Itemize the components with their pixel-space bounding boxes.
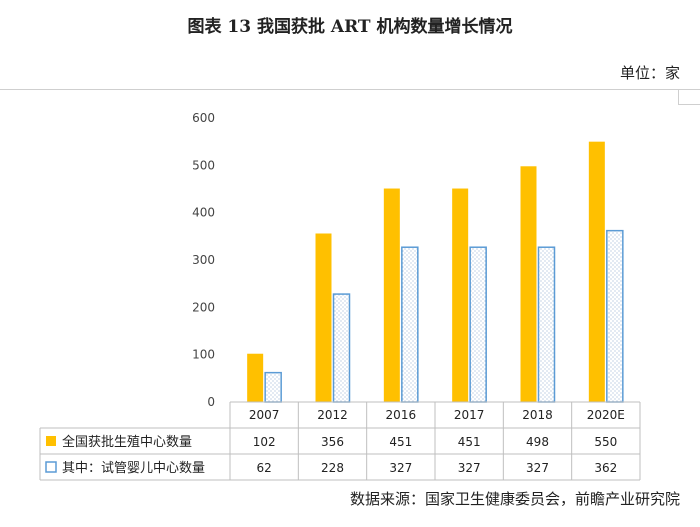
y-axis: 0 100 200 300 400 500 600 xyxy=(192,111,215,409)
data-label: 327 xyxy=(389,461,412,475)
legend-label: 其中：试管婴儿中心数量 xyxy=(62,461,205,476)
bar-series1 xyxy=(452,188,469,402)
divider xyxy=(0,89,700,90)
data-label: 451 xyxy=(389,435,412,449)
x-tick-label: 2007 xyxy=(249,408,280,422)
bar-series1 xyxy=(588,141,605,402)
y-tick-label: 200 xyxy=(192,300,215,314)
bar-series1 xyxy=(383,188,400,402)
data-label: 102 xyxy=(253,435,276,449)
data-label: 498 xyxy=(526,435,549,449)
x-tick-label: 2020E xyxy=(587,408,625,422)
legend-key-series1 xyxy=(46,436,56,446)
x-tick-label: 2012 xyxy=(317,408,348,422)
data-label: 327 xyxy=(526,461,549,475)
data-label: 356 xyxy=(321,435,344,449)
bar-series2 xyxy=(537,246,556,403)
data-label: 362 xyxy=(594,461,617,475)
y-tick-label: 500 xyxy=(192,158,215,172)
bar-series2 xyxy=(401,246,419,403)
data-table: 2007 2012 2016 2017 2018 2020E 全国获批生殖中心数量 102 35… xyxy=(39,401,641,481)
x-tick-label: 2016 xyxy=(386,408,417,422)
data-label: 327 xyxy=(458,461,481,475)
y-tick-label: 0 xyxy=(207,395,215,409)
x-tick-label: 2018 xyxy=(522,408,553,422)
y-tick-label: 100 xyxy=(192,348,215,362)
y-tick-label: 400 xyxy=(192,206,215,220)
chart-frame-corner xyxy=(678,90,700,105)
bar-series1 xyxy=(315,233,332,402)
bar-series2 xyxy=(606,229,624,403)
bar-series2 xyxy=(264,371,282,403)
data-label: 550 xyxy=(594,435,617,449)
y-tick-label: 600 xyxy=(192,111,215,125)
legend-key-series2 xyxy=(45,461,57,473)
data-label: 228 xyxy=(321,461,344,475)
bar-series1 xyxy=(247,353,264,402)
source-note: 数据来源：国家卫生健康委员会，前瞻产业研究院 xyxy=(349,490,680,508)
chart-title: 图表 13 我国获批 ART 机构数量增长情况 xyxy=(187,17,513,37)
data-label: 62 xyxy=(257,461,272,475)
x-tick-label: 2017 xyxy=(454,408,485,422)
bar-series2 xyxy=(469,246,487,403)
data-label: 451 xyxy=(458,435,481,449)
y-tick-label: 300 xyxy=(192,253,215,267)
bar-series1 xyxy=(520,166,537,402)
bar-series2 xyxy=(332,293,351,403)
bars xyxy=(247,141,624,403)
unit-label: 单位：家 xyxy=(619,64,680,82)
legend-label: 全国获批生殖中心数量 xyxy=(62,434,192,450)
